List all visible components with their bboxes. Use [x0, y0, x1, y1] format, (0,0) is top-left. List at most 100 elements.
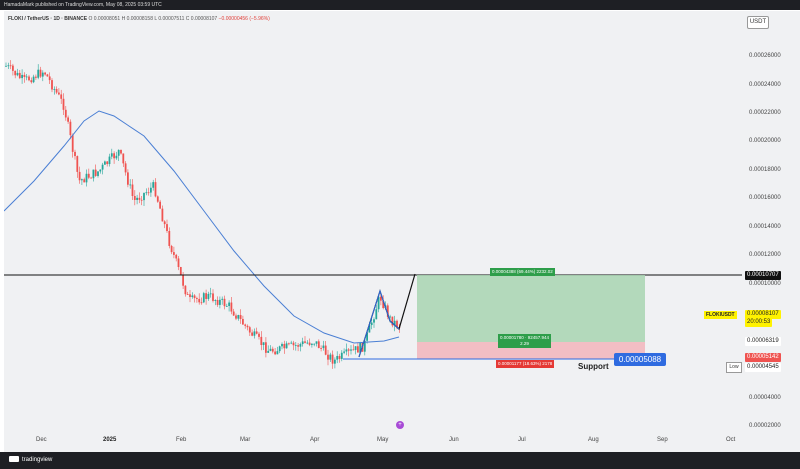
candle-body: [161, 208, 164, 222]
candle-body: [166, 224, 168, 231]
candle-body: [18, 72, 21, 79]
candle-body: [16, 72, 19, 76]
candle-body: [214, 300, 217, 301]
candle-body: [131, 184, 134, 196]
chart-frame: [4, 11, 800, 452]
price-label: 0.00022000: [749, 110, 781, 116]
candle-body: [154, 182, 157, 197]
time-label: May: [377, 437, 389, 443]
candle-body: [334, 359, 336, 364]
candle-body: [354, 346, 357, 350]
candle-body: [90, 177, 92, 179]
currency-badge[interactable]: USDT: [747, 16, 769, 29]
candle-body: [78, 171, 81, 181]
candle-body: [393, 320, 396, 326]
publisher-text: HamadaMark published on TradingView.com,…: [4, 2, 162, 8]
support-price-badge[interactable]: 0.00005088: [614, 353, 666, 366]
candle-body: [67, 117, 69, 122]
candle-body: [35, 76, 37, 78]
entry-price-tag: 0.00006319: [745, 337, 781, 346]
moving-average-line: [4, 110, 400, 344]
tradingview-logo-icon: [9, 456, 19, 463]
tradingview-logo[interactable]: tradingview: [9, 455, 52, 465]
candle-body: [235, 315, 237, 319]
low-marker-label: Low: [726, 362, 742, 373]
support-label[interactable]: Support: [578, 362, 609, 371]
candle-body: [205, 293, 207, 299]
stop-label[interactable]: 0.00001177 (18.63%) 2178: [496, 360, 555, 368]
last-price-tag: 0.00008107: [745, 310, 781, 319]
candle-body: [74, 151, 76, 157]
candle-body: [58, 92, 60, 95]
candle-body: [258, 333, 260, 337]
candle-body: [94, 169, 97, 176]
candle-body: [386, 305, 389, 317]
candle-body: [55, 88, 58, 93]
candle-body: [81, 179, 83, 181]
candle-body: [274, 351, 276, 355]
candle-body: [9, 65, 12, 67]
candle-body: [292, 342, 295, 346]
candle-body: [396, 320, 398, 328]
candle-body: [322, 345, 325, 349]
candle-body: [297, 345, 299, 347]
candle-body: [202, 293, 205, 303]
candle-body: [129, 184, 132, 186]
candle-body: [143, 192, 145, 201]
candle-body: [209, 293, 212, 295]
candle-body: [182, 274, 184, 286]
candle-body: [69, 121, 72, 136]
target-label[interactable]: 0.00004388 (69.44%) 2232.02: [490, 268, 555, 276]
candle-body: [159, 201, 161, 209]
stop-zone[interactable]: [417, 342, 645, 359]
projection-path-blue[interactable]: [358, 289, 400, 358]
candle-body: [30, 80, 33, 83]
time-axis[interactable]: Dec 2025 Feb Mar Apr May Jun Jul Aug Sep…: [4, 431, 742, 452]
candle-body: [338, 355, 341, 359]
candle-body: [175, 254, 178, 259]
candle-body: [39, 69, 42, 77]
publisher-bar: HamadaMark published on TradingView.com,…: [0, 0, 800, 10]
price-plot[interactable]: [4, 11, 742, 431]
candle-body: [340, 352, 343, 359]
candle-body: [391, 316, 394, 326]
candle-body: [122, 153, 125, 164]
candle-body: [216, 300, 219, 305]
entry-label[interactable]: 0.00001780 · 92457.944 2.29: [498, 334, 552, 348]
candle-body: [317, 341, 320, 349]
price-label: 0.00018000: [749, 167, 781, 173]
candle-body: [120, 149, 122, 154]
candle-body: [267, 350, 270, 353]
time-label: Apr: [310, 437, 320, 443]
candle-body: [304, 341, 306, 343]
candle-body: [311, 343, 313, 345]
resistance-price-tag: 0.00010707: [745, 271, 781, 280]
symbol-legend: FLOKI / TetherUS · 1D · BINANCE O 0.0000…: [8, 16, 270, 22]
candle-body: [237, 315, 240, 319]
time-label: Dec: [36, 437, 47, 443]
candle-body: [117, 149, 120, 156]
candle-body: [92, 169, 95, 179]
candle-body: [308, 342, 311, 345]
time-label: Sep: [657, 437, 668, 443]
candle-body: [207, 293, 210, 299]
candle-body: [184, 285, 187, 295]
candle-body: [288, 343, 290, 345]
candle-body: [283, 343, 286, 349]
candle-body: [242, 318, 244, 325]
candle-body: [152, 182, 155, 188]
candle-body: [370, 322, 373, 326]
symbol-price-tag: FLOKIUSDT: [704, 311, 737, 319]
candle-body: [170, 245, 173, 253]
price-label: 0.00004000: [749, 395, 781, 401]
legend-close: C 0.00008107: [185, 16, 218, 22]
candle-body: [64, 109, 67, 118]
candle-body: [14, 70, 17, 76]
alert-icon[interactable]: +: [396, 421, 404, 429]
target-zone[interactable]: [417, 275, 645, 342]
candle-body: [246, 325, 249, 328]
candle-body: [41, 72, 44, 77]
candle-body: [87, 173, 90, 178]
candle-body: [253, 331, 256, 336]
price-axis[interactable]: USDT 0.00026000 0.00024000 0.00022000 0.…: [742, 11, 800, 431]
